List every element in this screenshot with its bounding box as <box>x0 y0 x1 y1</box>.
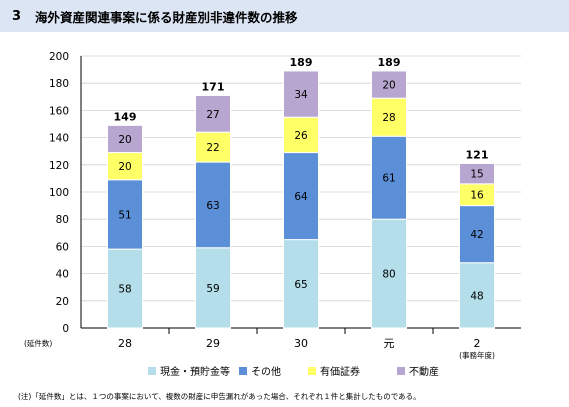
legend-label: 現金・預貯金等 <box>160 365 230 378</box>
bar-segment <box>107 179 143 250</box>
x-tick-label: 2 <box>474 337 481 350</box>
data-label: 28 <box>382 112 395 124</box>
data-label: 34 <box>294 89 308 101</box>
bar-segment <box>283 152 319 241</box>
y-tick-label: 80 <box>56 214 69 226</box>
data-label: 27 <box>206 109 219 121</box>
legend-swatch <box>397 367 405 375</box>
title-number: 3 <box>12 8 22 24</box>
legend-swatch <box>148 367 156 375</box>
legend-swatch <box>308 367 316 375</box>
y-tick-label: 60 <box>56 241 69 253</box>
y-tick-label: 20 <box>56 296 69 308</box>
total-label: 149 <box>114 110 137 123</box>
y-tick-label: 0 <box>62 323 69 335</box>
bar-segment <box>459 205 495 264</box>
data-label: 16 <box>470 190 484 202</box>
data-label: 20 <box>382 80 395 92</box>
legend-label: その他 <box>251 365 281 378</box>
bar-segment <box>195 94 231 133</box>
data-label: 51 <box>118 209 131 221</box>
data-label: 59 <box>206 283 219 295</box>
x-tick-label: 29 <box>206 337 220 350</box>
x-axis-left-label: (延件数) <box>24 338 52 348</box>
bar-segment <box>459 262 495 329</box>
bar-segment <box>283 70 319 118</box>
legend-swatch <box>239 367 247 375</box>
data-label: 80 <box>382 269 395 281</box>
bar-segment <box>107 124 143 154</box>
bar-segment <box>195 247 231 329</box>
bar-segment <box>195 131 231 163</box>
x-axis-right-label: (事務年度) <box>459 350 495 360</box>
y-tick-label: 40 <box>56 269 69 281</box>
data-label: 20 <box>118 134 131 146</box>
bar-segment <box>371 70 407 99</box>
legend-label: 不動産 <box>409 365 439 378</box>
bar-segment <box>283 239 319 329</box>
bar-segment <box>371 135 407 220</box>
total-label: 121 <box>466 148 489 161</box>
data-label: 63 <box>206 200 219 212</box>
footnote: (注)「延件数」とは、１つの事案において、複数の財産に申告漏れがあった場合、それ… <box>18 392 421 401</box>
y-tick-label: 180 <box>49 78 69 90</box>
data-label: 64 <box>294 191 308 203</box>
data-label: 20 <box>118 161 131 173</box>
data-label: 42 <box>470 229 483 241</box>
y-tick-label: 120 <box>49 160 69 172</box>
data-label: 26 <box>294 130 308 142</box>
x-tick-label: 28 <box>118 337 132 350</box>
total-label: 189 <box>290 56 313 69</box>
bar-segment <box>195 161 231 249</box>
y-tick-label: 140 <box>49 133 69 145</box>
total-label: 189 <box>378 56 401 69</box>
legend-label: 有価証券 <box>320 365 360 378</box>
bar-segment <box>371 97 407 137</box>
y-tick-label: 100 <box>49 187 69 199</box>
y-tick-label: 160 <box>49 105 69 117</box>
data-label: 22 <box>206 142 219 154</box>
data-label: 15 <box>470 169 483 181</box>
x-tick-label: 30 <box>294 337 308 350</box>
data-label: 48 <box>470 290 483 302</box>
x-tick-label: 元 <box>384 337 395 350</box>
data-label: 58 <box>118 284 131 296</box>
bar-segment <box>459 162 495 185</box>
chart-title: 海外資産関連事案に係る財産別非違件数の推移 <box>35 9 298 25</box>
data-label: 65 <box>294 279 307 291</box>
total-label: 171 <box>202 80 225 93</box>
title-bar: 3 海外資産関連事案に係る財産別非違件数の推移 <box>0 0 569 32</box>
data-label: 61 <box>382 173 395 185</box>
y-tick-label: 200 <box>49 51 69 63</box>
